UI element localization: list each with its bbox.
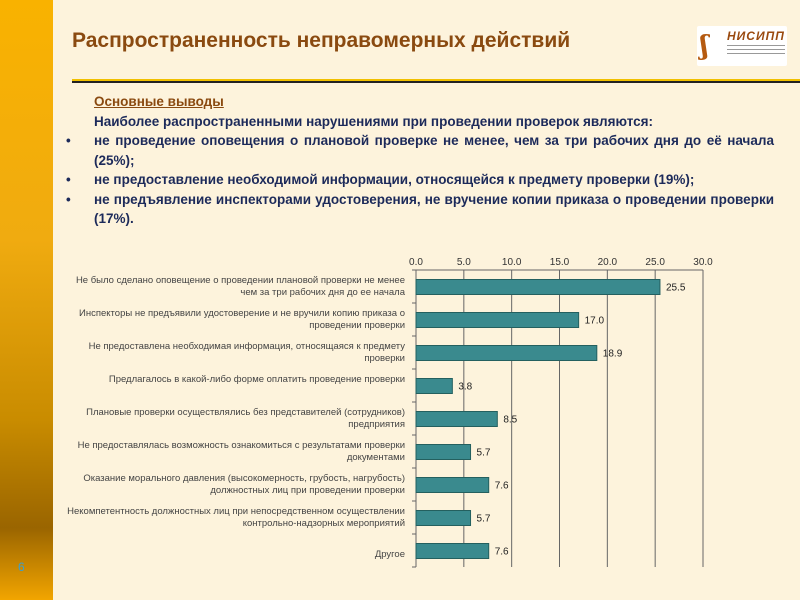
summary-list: не проведение оповещения о плановой пров… [66, 131, 774, 229]
summary-bullet: не предоставление необходимой информации… [66, 170, 774, 190]
category-label: Не было сделано оповещение о проведении … [75, 274, 405, 298]
page-number: 6 [18, 560, 25, 574]
summary-intro: Наиболее распространенными нарушениями п… [94, 113, 654, 129]
category-label: Оказание морального давления (высокомерн… [83, 472, 405, 496]
x-tick-label: 0.0 [409, 257, 423, 268]
x-tick-label: 5.0 [457, 257, 471, 268]
bar [415, 345, 598, 361]
bar-value-label: 7.6 [495, 547, 509, 558]
x-tick-label: 30.0 [693, 257, 713, 268]
category-label: Плановые проверки осуществлялись без пре… [86, 406, 405, 430]
bar [415, 378, 453, 394]
bar [415, 444, 472, 460]
category-label: Некомпетентность должностных лиц при неп… [67, 505, 405, 529]
x-tick-label: 10.0 [502, 257, 522, 268]
bar-value-label: 25.5 [666, 283, 686, 294]
category-label: Не предоставлялась возможность ознакомит… [77, 439, 405, 463]
logo-name: НИСИПП [727, 29, 785, 43]
summary-heading: Основные выводы [94, 94, 224, 109]
slide-title: Распространенность неправомерных действи… [72, 29, 571, 52]
bar [415, 510, 472, 526]
bar-value-label: 5.7 [477, 448, 491, 459]
bar-value-label: 3.8 [458, 382, 472, 393]
bar-value-label: 8.5 [503, 415, 517, 426]
summary-bullet: не предъявление инспекторами удостоверен… [66, 190, 774, 229]
bar-value-label: 7.6 [495, 481, 509, 492]
logo-mark-icon: ʃ [700, 31, 709, 61]
logo-subtext [727, 45, 785, 50]
bar [415, 477, 490, 493]
summary-block: Основные выводы Наиболее распространенны… [66, 92, 774, 229]
category-label: Не предоставлена необходимая информация,… [88, 340, 405, 364]
bar [415, 279, 661, 295]
category-label: Инспекторы не предъявили удостоверение и… [79, 307, 405, 331]
bar-value-label: 18.9 [603, 349, 623, 360]
title-divider-yellow [72, 79, 800, 81]
logo: ʃ НИСИПП [697, 26, 787, 66]
x-tick-label: 25.0 [645, 257, 665, 268]
bar-value-label: 5.7 [477, 514, 491, 525]
title-divider-black [72, 81, 800, 83]
bar [415, 411, 498, 427]
category-label: Предлагалось в какой-либо форме оплатить… [108, 373, 405, 385]
x-tick-label: 20.0 [598, 257, 618, 268]
bar-value-label: 17.0 [585, 316, 605, 327]
decorative-sidebar [0, 0, 53, 600]
logo-subtext-line [727, 53, 785, 54]
x-tick-label: 15.0 [550, 257, 570, 268]
bar [415, 312, 580, 328]
category-label: Другое [374, 548, 405, 560]
summary-bullet: не проведение оповещения о плановой пров… [66, 131, 774, 170]
bar [415, 543, 490, 559]
